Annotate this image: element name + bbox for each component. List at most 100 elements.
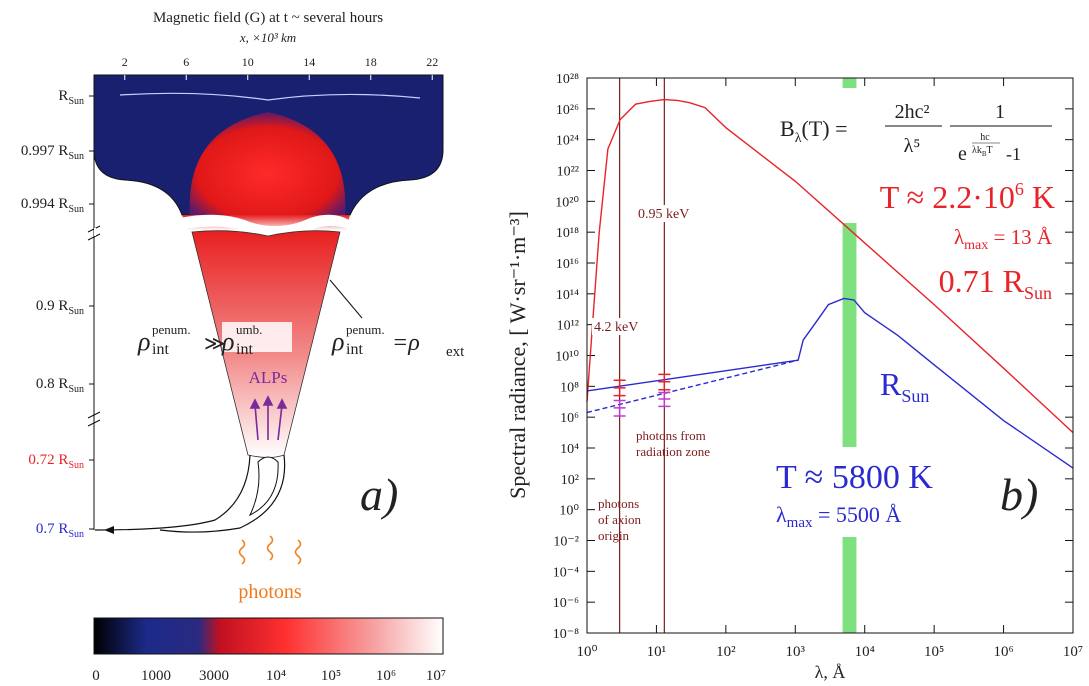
zone-label: radiation zone (636, 444, 710, 459)
pointer (330, 280, 362, 318)
formula-part: (T) = (801, 116, 847, 141)
colorbar-label: 0 (92, 668, 100, 684)
x-tick-label: 10⁰ (576, 644, 597, 660)
y-tick-label: 10²² (557, 165, 579, 180)
x-tick-label: 10¹ (647, 644, 667, 660)
annotation-part: R (880, 366, 902, 402)
annotation-part: max (964, 238, 988, 253)
formula-part: 1 (995, 101, 1005, 123)
x-tick-label: 2 (122, 55, 128, 69)
rho: =ρ (392, 330, 420, 356)
x-tick-label: 10² (716, 644, 736, 660)
y-tick-label: 10² (561, 473, 579, 488)
radius-sub: Sun (68, 384, 84, 395)
y-tick-label: 10¹² (557, 319, 579, 334)
y-axis-label: Spectral radiance, [ W·sr⁻¹·m⁻³] (505, 211, 530, 499)
figure: Magnetic field (G) at t ~ several hours … (0, 0, 1089, 686)
x-tick-label: 10⁴ (855, 644, 875, 660)
annotation-part: K (1024, 179, 1055, 215)
y-tick-label: 10⁶ (560, 411, 579, 426)
radius-text: 0.994 R (21, 196, 69, 212)
x-tick-label: 10⁵ (924, 644, 944, 660)
colorbar-label: 1000 (141, 668, 171, 684)
panel-label: a) (360, 469, 398, 520)
annotation-part: Sun (901, 386, 929, 406)
panel-label: b) (1000, 469, 1038, 520)
radius-label: 0.72 RSun (28, 452, 84, 471)
radius-sub: Sun (68, 529, 84, 540)
x-axis-label: λ, Å (815, 662, 846, 682)
y-tick-label: 10⁴ (560, 442, 579, 457)
colorbar-label: 10⁶ (376, 668, 396, 684)
photons-label: photons (238, 581, 302, 603)
y-tick-label: 10⁻⁶ (553, 596, 579, 611)
radius-text: 0.8 R (36, 376, 69, 392)
formula-part: λk (972, 145, 982, 156)
x-tick-label: 18 (365, 55, 377, 69)
radius-label: 0.9 RSun (36, 298, 84, 317)
radius-sub: Sun (68, 204, 84, 215)
axion-label: photons (598, 496, 639, 511)
energy-label: 4.2 keV (594, 320, 638, 335)
page: Magnetic field (G) at t ~ several hours … (0, 0, 1089, 686)
radius-sub: Sun (68, 460, 84, 471)
y-tick-label: 10¹⁰ (555, 350, 579, 365)
colorbar (94, 618, 443, 654)
zone-label: photons from (636, 428, 706, 443)
panel-a: Magnetic field (G) at t ~ several hours … (21, 10, 465, 684)
radius-label: 0.7 RSun (36, 521, 84, 540)
blue-temperature: T ≈ 5800 K (776, 459, 933, 496)
y-tick-label: 10²⁰ (555, 195, 579, 210)
rho-sub: ext (446, 344, 465, 360)
radius-label: 0.994 RSun (21, 196, 84, 215)
x-axis-label: x, ×10³ km (239, 30, 296, 45)
formula-part: hc (980, 132, 990, 143)
blue-radius: RSun (880, 366, 929, 406)
axion-label: of axion (598, 512, 641, 527)
y-tick-label: 10¹⁴ (556, 288, 579, 303)
alps-label: ALPs (249, 368, 288, 387)
colorbar-label: 3000 (199, 668, 229, 684)
x-tick-label: 10 (242, 55, 254, 69)
y-tick-label: 10⁰ (559, 504, 579, 519)
x-tick-label: 6 (183, 55, 189, 69)
tube-loop (250, 457, 278, 515)
radius-sub: Sun (68, 151, 84, 162)
annotation-part: max (787, 515, 813, 531)
annotation-part: 6 (1015, 179, 1024, 199)
red-temperature: T ≈ 2.2·106 K (880, 179, 1055, 215)
radius-label: 0.997 RSun (21, 143, 84, 162)
formula-part: 2hc² (895, 101, 930, 123)
x-tick-label: 10³ (786, 644, 806, 660)
annotation-part: T ≈ 2.2·10 (880, 179, 1015, 215)
radius-sub: Sun (68, 306, 84, 317)
rho-sub: int (236, 341, 253, 358)
y-tick-label: 10²⁶ (556, 103, 579, 118)
radius-label: RSun (58, 88, 84, 107)
x-tick-label: 14 (303, 55, 315, 69)
rho-sup: umb. (236, 322, 262, 337)
y-tick-label: 10²⁴ (556, 134, 579, 149)
error-bar (614, 380, 626, 395)
rho: ρ (137, 327, 150, 356)
radius-text: R (58, 88, 68, 104)
radius-text: 0.997 R (21, 143, 69, 159)
photon-waves (240, 536, 301, 564)
rho: ρ (221, 327, 234, 356)
radius-text: 0.7 R (36, 521, 69, 537)
tube (95, 455, 250, 530)
annotation-part: Sun (1024, 283, 1052, 303)
x-tick-label: 22 (426, 55, 438, 69)
formula-part: T (987, 145, 993, 156)
formula-part: B (780, 116, 795, 141)
radius-text: 0.9 R (36, 298, 69, 314)
axion-label: origin (598, 528, 630, 543)
radius-label: 0.8 RSun (36, 376, 84, 395)
y-tick-label: 10⁻⁴ (553, 565, 579, 580)
y-tick-label: 10⁻² (553, 535, 579, 550)
radius-sub: Sun (68, 96, 84, 107)
y-tick-label: 10¹⁶ (556, 257, 579, 272)
annotation-part: = 5500 Å (813, 502, 902, 527)
energy-label: 0.95 keV (638, 207, 689, 222)
